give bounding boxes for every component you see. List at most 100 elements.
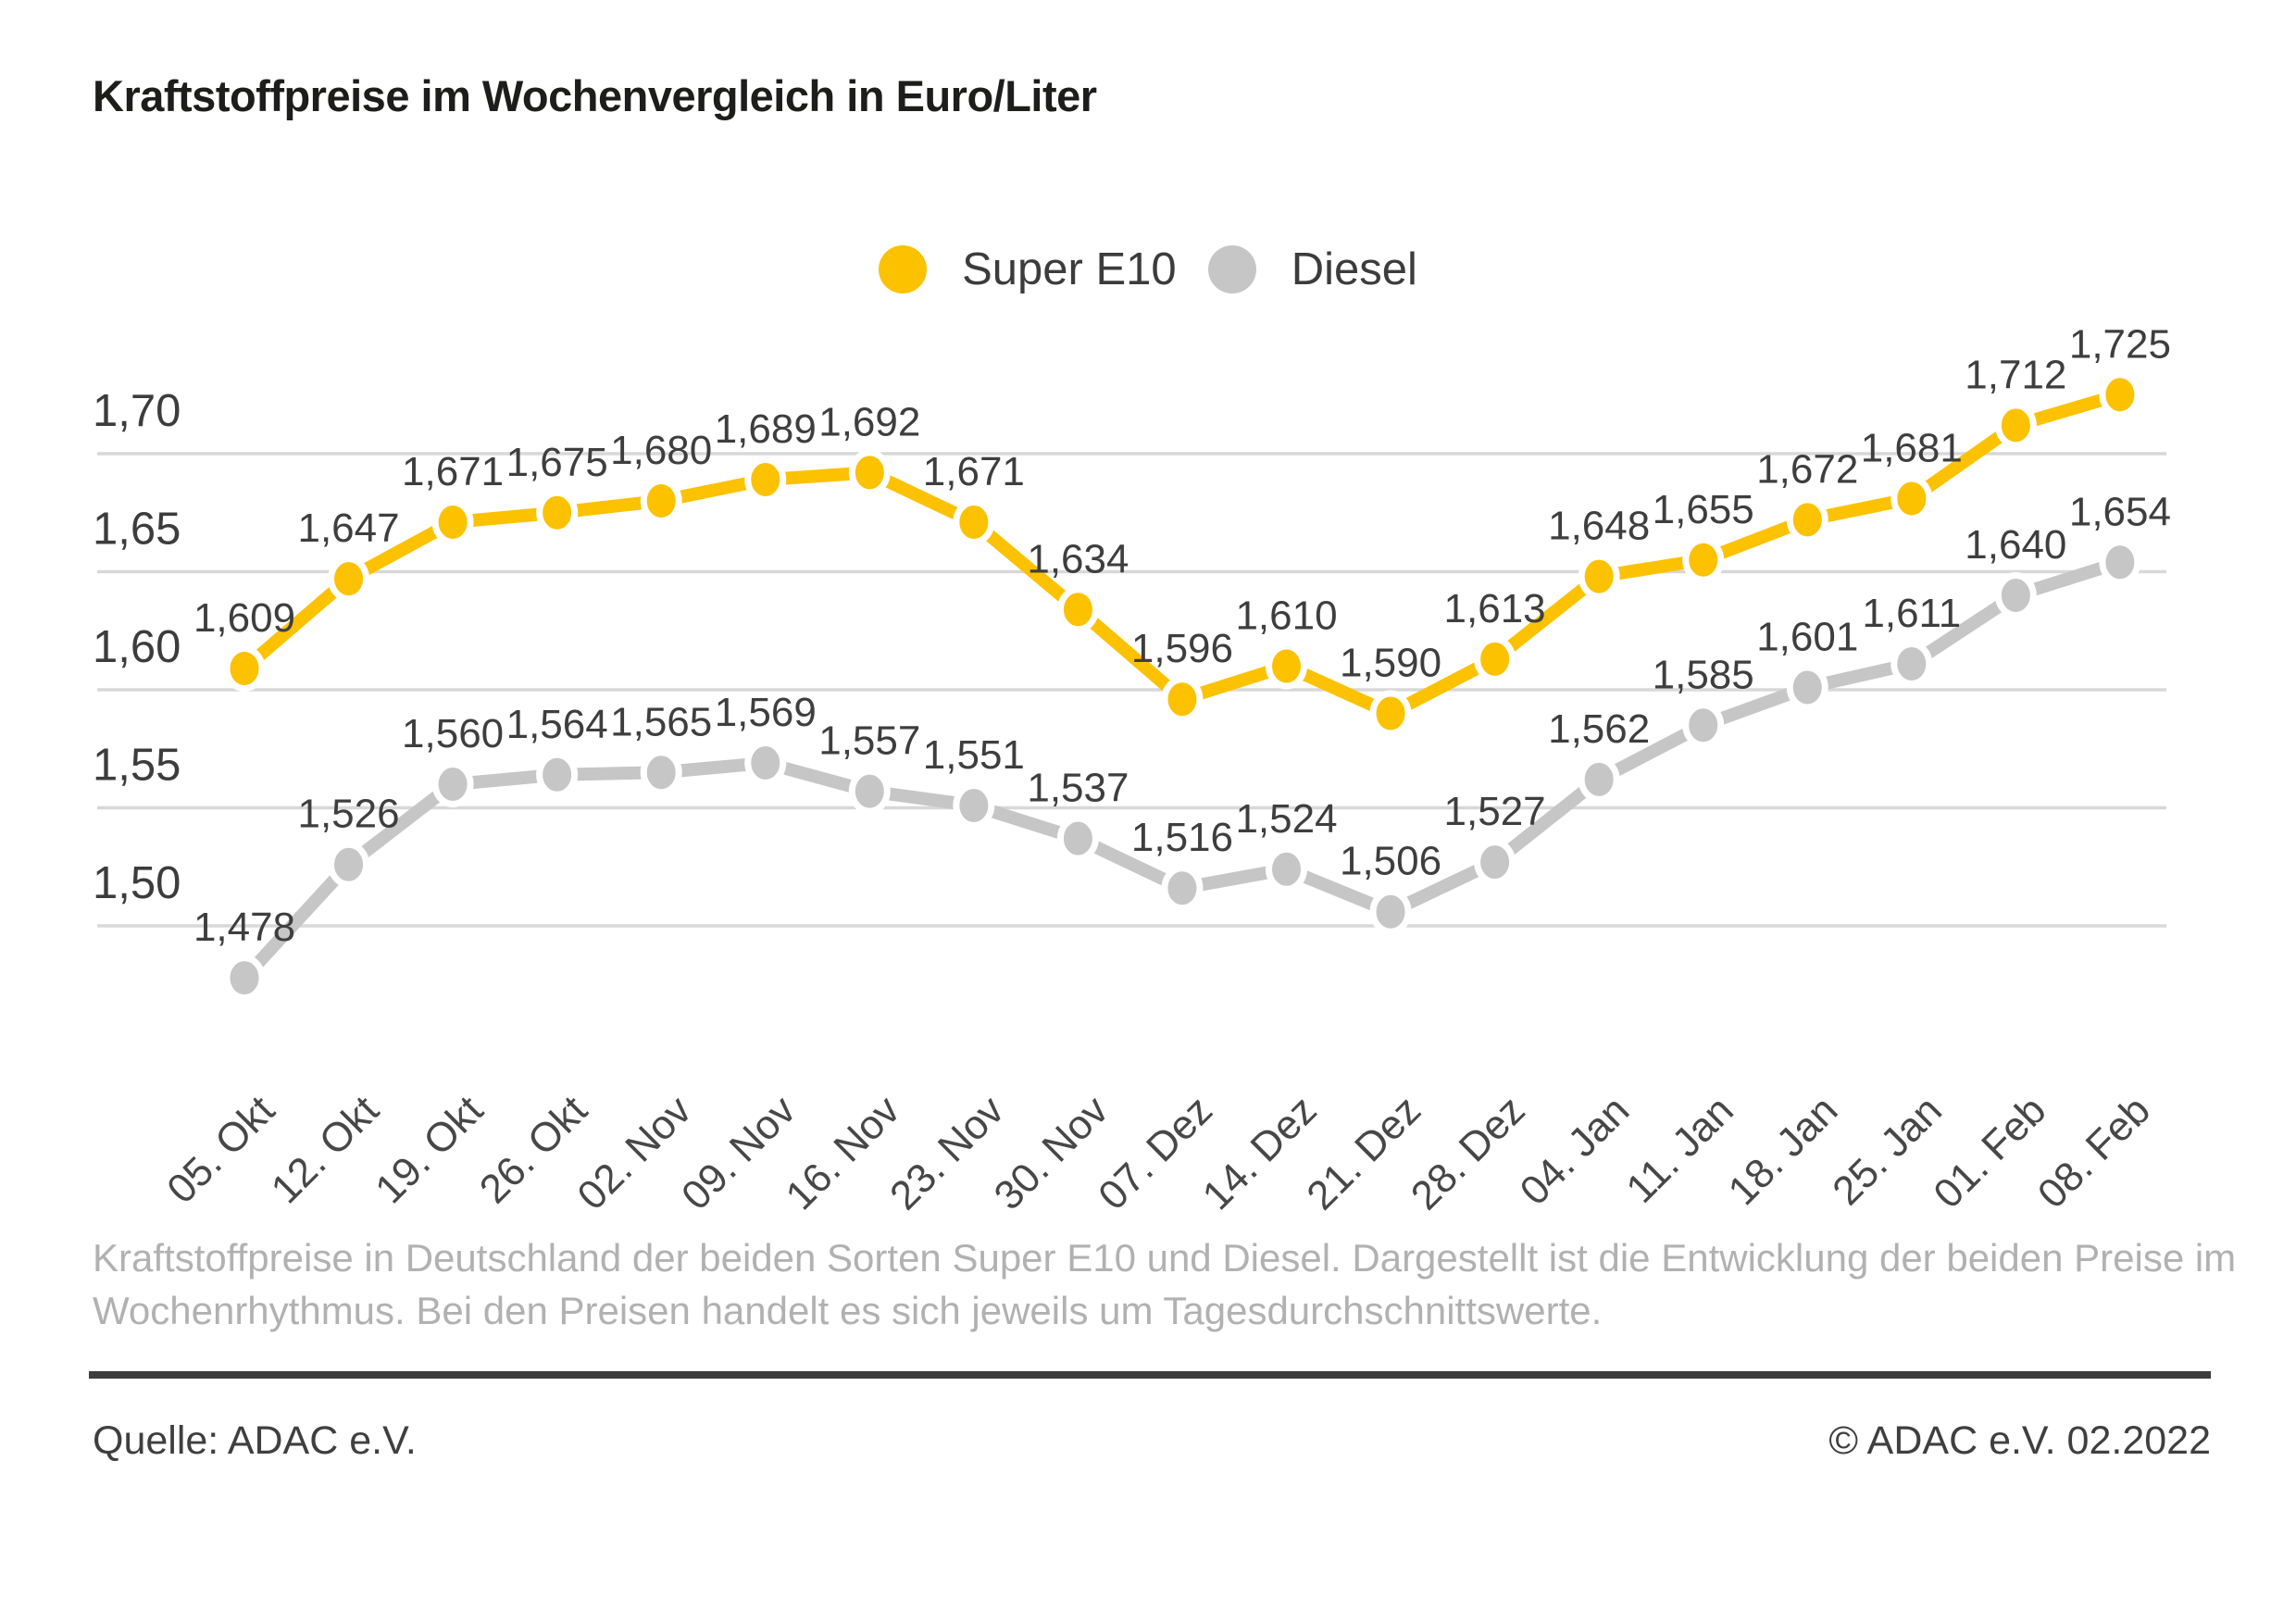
data-point (1682, 702, 1725, 749)
data-point-label: 1,672 (1756, 446, 1858, 492)
data-point (1578, 756, 1620, 803)
data-point-label: 1,692 (818, 399, 920, 444)
data-point (1474, 635, 1516, 682)
data-point-label: 1,613 (1444, 586, 1546, 631)
data-point (536, 751, 579, 798)
legend-entry-diesel: Diesel (1207, 244, 1417, 295)
data-point (848, 768, 891, 815)
data-point (1578, 553, 1620, 600)
y-axis-label: 1,70 (93, 386, 181, 436)
data-point-label: 1,478 (193, 905, 295, 950)
data-point-label: 1,609 (193, 595, 295, 641)
data-point (1161, 865, 1204, 912)
data-point (1369, 888, 1412, 935)
data-point-label: 1,611 (1862, 591, 1961, 636)
data-point-label: 1,647 (297, 506, 399, 551)
data-point (1890, 640, 1933, 687)
x-axis-label: 02. Nov (568, 1087, 700, 1218)
data-point-label: 1,516 (1131, 815, 1233, 860)
x-axis-label: 21. Dez (1298, 1087, 1429, 1218)
data-point-label: 1,640 (1965, 522, 2066, 568)
diesel-dot-icon (1207, 245, 1256, 293)
data-point-label: 1,557 (818, 718, 920, 764)
y-axis-label: 1,55 (93, 741, 181, 791)
data-point (1682, 536, 1725, 583)
x-axis-label: 07. Dez (1090, 1087, 1221, 1218)
data-point (1890, 475, 1933, 522)
data-point-label: 1,560 (402, 711, 504, 756)
data-point-label: 1,506 (1340, 839, 1441, 884)
data-point (848, 449, 891, 496)
data-point-label: 1,610 (1235, 593, 1337, 639)
data-point (2099, 371, 2141, 418)
x-axis-label: 14. Dez (1194, 1087, 1326, 1218)
data-point-label: 1,527 (1444, 789, 1546, 834)
data-point-label: 1,601 (1756, 614, 1858, 659)
data-point (640, 749, 682, 796)
data-point-label: 1,671 (402, 449, 504, 494)
x-axis-label: 28. Dez (1403, 1087, 1534, 1218)
chart-legend: Super E10 Diesel (0, 237, 2296, 302)
x-axis-label: 01. Feb (1925, 1087, 2054, 1217)
data-point-label: 1,689 (715, 406, 817, 452)
y-axis-label: 1,60 (93, 622, 181, 672)
data-point (953, 781, 995, 829)
data-point (744, 456, 787, 504)
legend-label-super-e10: Super E10 (962, 244, 1177, 294)
x-axis-label: 12. Okt (263, 1087, 388, 1212)
data-point-label: 1,655 (1653, 487, 1754, 532)
data-point-label: 1,712 (1965, 352, 2066, 397)
data-point (640, 478, 682, 524)
x-axis-label: 25. Jan (1824, 1087, 1951, 1214)
data-point-label: 1,526 (297, 792, 399, 837)
footnote-line-2: Wochenrhythmus. Bei den Preisen handelt … (93, 1289, 1603, 1332)
data-point-label: 1,590 (1340, 641, 1441, 686)
x-axis-label: 05. Okt (158, 1087, 283, 1212)
data-point-label: 1,671 (923, 449, 1025, 494)
data-point (1056, 815, 1099, 862)
data-point (223, 645, 266, 693)
data-point-label: 1,654 (2069, 489, 2171, 534)
x-axis-label: 16. Nov (777, 1087, 908, 1218)
data-point-label: 1,675 (506, 440, 608, 485)
footer-copyright: © ADAC e.V. 02.2022 (1828, 1418, 2211, 1463)
data-point (2099, 539, 2141, 586)
data-point-label: 1,634 (1027, 536, 1129, 581)
page-title: Kraftstoffpreise im Wochenvergleich in E… (93, 71, 1097, 120)
y-axis-label: 1,65 (93, 505, 181, 555)
data-point-label: 1,585 (1653, 652, 1754, 697)
data-point (536, 489, 579, 536)
data-point (744, 740, 787, 787)
data-point (1056, 586, 1099, 633)
super-e10-dot-icon (879, 245, 928, 293)
data-point-label: 1,681 (1861, 425, 1963, 470)
x-axis-label: 19. Okt (367, 1087, 492, 1212)
x-axis-label: 11. Jan (1617, 1087, 1741, 1211)
data-point-label: 1,725 (2069, 321, 2171, 367)
data-point (328, 841, 370, 888)
data-point-label: 1,564 (506, 702, 608, 747)
data-point (1266, 845, 1307, 893)
data-point (1786, 664, 1828, 711)
x-axis-label: 23. Nov (881, 1087, 1013, 1218)
footer-divider (89, 1371, 2211, 1379)
x-axis-label: 09. Nov (673, 1087, 805, 1218)
data-point-label: 1,537 (1027, 766, 1129, 811)
data-point-label: 1,596 (1131, 626, 1233, 671)
data-point (328, 556, 370, 603)
legend-entry-super-e10: Super E10 (879, 244, 1177, 295)
data-point (1786, 496, 1828, 543)
data-point-label: 1,565 (610, 699, 712, 744)
data-point (1266, 643, 1307, 690)
data-point (953, 498, 995, 545)
data-point-label: 1,551 (923, 732, 1025, 778)
data-point (431, 761, 474, 807)
data-point (1994, 572, 2037, 618)
footer-source: Quelle: ADAC e.V. (93, 1418, 417, 1463)
x-axis-label: 08. Feb (2029, 1087, 2159, 1217)
data-point-label: 1,648 (1548, 504, 1650, 549)
x-axis-label: 30. Nov (986, 1087, 1117, 1218)
x-axis-label: 04. Jan (1512, 1087, 1639, 1214)
